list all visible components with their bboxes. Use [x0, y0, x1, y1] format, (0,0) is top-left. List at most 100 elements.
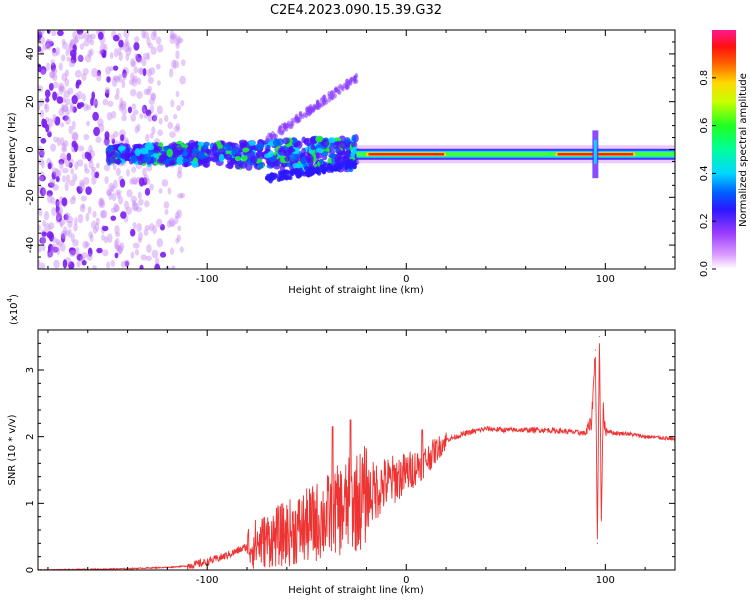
band-cell: [328, 153, 337, 159]
noise-cell: [149, 183, 154, 191]
noise-cell: [64, 77, 70, 87]
noise-cell: [110, 207, 117, 213]
band-cell: [282, 137, 290, 145]
band-cell: [169, 160, 176, 165]
snr-point: [505, 429, 507, 431]
noise-cell: [175, 50, 180, 60]
band-cell: [137, 157, 144, 166]
noise-cell: [141, 57, 147, 67]
noise-cell: [62, 175, 66, 183]
noise-cell: [136, 123, 141, 132]
branch-cell: [298, 110, 303, 117]
noise-cell: [67, 220, 73, 229]
noise-cell: [175, 123, 181, 131]
branch-cell: [312, 169, 317, 174]
noise-cell: [95, 217, 100, 226]
noise-cell: [119, 103, 127, 110]
band-cell: [292, 162, 300, 169]
noise-cell: [119, 97, 124, 107]
noise-cell: [142, 68, 147, 77]
noise-cell: [39, 109, 45, 118]
noise-cell: [63, 230, 70, 236]
band-cell: [175, 146, 184, 154]
noise-cell: [74, 69, 82, 78]
snr-point: [226, 554, 228, 556]
noise-cell: [47, 118, 54, 128]
noise-cell: [90, 220, 97, 229]
noise-cell: [55, 210, 63, 220]
snr-ytick-label: 1: [25, 500, 36, 506]
noise-cell: [49, 249, 54, 258]
noise-cell: [134, 249, 140, 256]
noise-cell: [89, 48, 94, 56]
noise-cell: [38, 46, 42, 53]
noise-cell: [173, 125, 181, 133]
snr-point: [306, 526, 308, 528]
noise-cell: [47, 252, 52, 258]
noise-cell: [66, 56, 71, 62]
band-cell: [197, 141, 204, 147]
noise-cell: [76, 30, 84, 35]
branch-cell: [305, 170, 310, 176]
snr-point: [594, 349, 596, 351]
band-cell: [300, 156, 307, 165]
noise-cell: [112, 65, 119, 71]
snr-point: [590, 422, 592, 424]
noise-cell: [176, 104, 182, 112]
band-cell: [241, 155, 248, 162]
noise-cell: [132, 109, 139, 116]
noise-cell: [151, 115, 158, 122]
noise-cell: [113, 48, 119, 58]
noise-cell: [179, 192, 186, 199]
noise-cell: [98, 199, 106, 209]
noise-cell: [89, 234, 94, 243]
noise-cell: [67, 87, 74, 95]
band-cell: [319, 158, 324, 165]
noise-cell: [125, 53, 130, 61]
noise-cell: [68, 179, 76, 187]
noise-cell: [38, 104, 41, 111]
noise-cell: [110, 215, 117, 221]
band-cell: [351, 141, 358, 149]
noise-cell: [164, 209, 169, 215]
noise-cell: [74, 217, 78, 226]
noise-cell: [55, 238, 61, 246]
branch-cell: [321, 163, 327, 169]
noise-cell: [62, 226, 68, 236]
noise-cell: [50, 196, 56, 205]
noise-cell: [139, 264, 144, 269]
noise-cell: [47, 162, 52, 170]
colorbar: 0.0 0.2 0.4 0.6 0.8 Normalized spectral ampl…: [699, 30, 749, 277]
branch-cell: [331, 91, 336, 97]
snr-point: [206, 561, 208, 563]
noise-cell: [173, 113, 178, 120]
noise-cell: [59, 122, 65, 128]
noise-cell: [71, 140, 77, 148]
noise-cell: [62, 140, 69, 148]
noise-cell: [39, 174, 46, 182]
noise-cell: [94, 98, 98, 109]
snr-point: [326, 516, 328, 518]
noise-cell: [48, 232, 55, 242]
noise-cell: [156, 105, 163, 115]
band-cell: [212, 143, 218, 152]
band-cell: [273, 164, 281, 170]
noise-cell: [163, 201, 170, 209]
noise-cell: [61, 197, 68, 207]
noise-cell: [38, 259, 41, 266]
noise-cell: [61, 104, 65, 114]
band-cell: [146, 144, 155, 151]
noise-cell: [130, 251, 135, 259]
snr-point: [485, 428, 487, 430]
noise-cell: [120, 211, 127, 219]
noise-cell: [176, 193, 184, 199]
noise-cell: [107, 100, 114, 107]
noise-cell: [121, 78, 126, 89]
noise-cell: [99, 210, 106, 219]
noise-cell: [149, 67, 156, 75]
snr-point: [525, 429, 527, 431]
snr-point: [596, 542, 598, 544]
colorbar-tick-label: 0.0: [699, 261, 710, 277]
band-cell: [239, 141, 245, 147]
noise-cell: [52, 237, 58, 244]
